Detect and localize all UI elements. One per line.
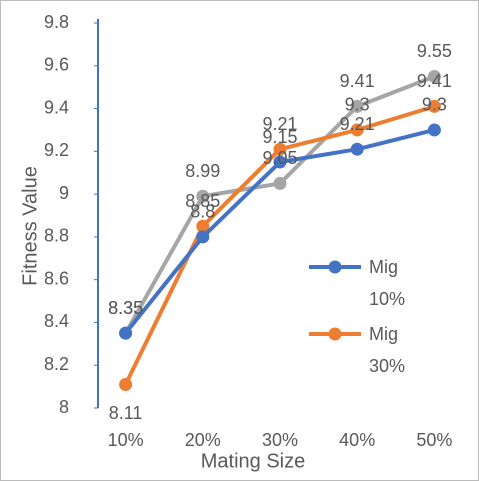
data-point bbox=[196, 219, 210, 233]
data-label: 8.35 bbox=[108, 298, 143, 318]
y-tick-label: 8.4 bbox=[44, 311, 69, 331]
data-point bbox=[427, 123, 441, 137]
data-label: 8.11 bbox=[109, 403, 143, 423]
y-tick-label: 8.8 bbox=[44, 226, 69, 246]
legend-label: Mig 10% bbox=[369, 257, 406, 309]
y-tick-label: 9.8 bbox=[44, 12, 69, 32]
y-tick-label: 9.2 bbox=[44, 140, 69, 160]
data-label: 9.21 bbox=[262, 114, 297, 134]
x-axis-title: Mating Size bbox=[201, 450, 306, 472]
data-point bbox=[119, 326, 133, 340]
x-tick-label: 20% bbox=[185, 430, 221, 450]
y-tick-label: 8.2 bbox=[44, 354, 69, 374]
x-tick-label: 50% bbox=[416, 430, 452, 450]
data-label: 9.55 bbox=[417, 41, 452, 61]
legend-marker bbox=[328, 327, 342, 341]
data-point bbox=[196, 230, 210, 244]
data-label: 8.85 bbox=[185, 191, 220, 211]
y-tick-label: 9.4 bbox=[44, 97, 69, 117]
y-tick-label: 8 bbox=[59, 397, 69, 417]
data-label: 8.99 bbox=[185, 161, 220, 181]
data-point bbox=[273, 176, 287, 190]
data-point bbox=[350, 99, 364, 113]
data-point bbox=[427, 99, 441, 113]
y-tick-label: 9.6 bbox=[44, 55, 69, 75]
data-label: 8.8 bbox=[190, 202, 215, 222]
data-label: 9.3 bbox=[345, 95, 370, 115]
data-point bbox=[196, 189, 210, 203]
data-label: 9.05 bbox=[262, 148, 297, 168]
data-point bbox=[119, 377, 133, 391]
data-label: 9.21 bbox=[340, 114, 375, 134]
data-point bbox=[427, 69, 441, 83]
y-axis-title: Fitness Value bbox=[19, 166, 41, 286]
legend-marker bbox=[328, 260, 342, 274]
data-label: 8.35 bbox=[108, 298, 143, 318]
data-label: 9.41 bbox=[417, 71, 452, 91]
legend-label: Mig 30% bbox=[369, 324, 406, 376]
x-tick-label: 40% bbox=[339, 430, 375, 450]
data-point bbox=[273, 142, 287, 156]
data-point bbox=[350, 123, 364, 137]
x-tick-label: 10% bbox=[108, 430, 144, 450]
y-tick-label: 9 bbox=[59, 183, 69, 203]
data-point bbox=[350, 142, 364, 156]
x-tick-label: 30% bbox=[262, 430, 298, 450]
data-point bbox=[273, 155, 287, 169]
data-label: 9.15 bbox=[262, 127, 297, 147]
data-label: 9.3 bbox=[422, 95, 447, 115]
y-tick-label: 8.6 bbox=[44, 268, 69, 288]
data-label: 9.41 bbox=[340, 71, 375, 91]
